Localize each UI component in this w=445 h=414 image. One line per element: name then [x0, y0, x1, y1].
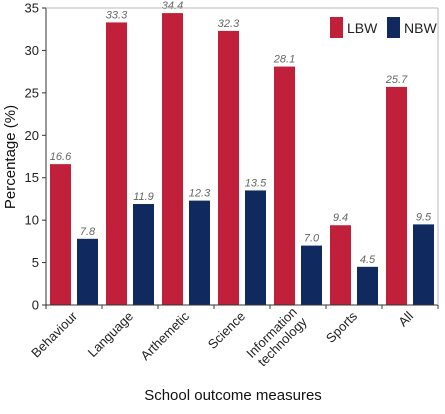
y-tick-label: 20	[25, 128, 39, 143]
bar-nbw	[413, 224, 434, 305]
data-label-nbw: 7.8	[80, 226, 96, 238]
x-tick-label: Sports	[323, 308, 361, 346]
bar-nbw	[301, 245, 322, 305]
data-label-nbw: 7.0	[304, 233, 320, 245]
bar-nbw	[133, 204, 154, 305]
bar-nbw	[189, 200, 210, 305]
y-axis-ticks: 0 5 10 15 20 25 30 35	[25, 1, 46, 313]
y-tick-label: 30	[25, 43, 39, 58]
x-tick-label: All	[395, 308, 416, 329]
bar-lbw	[274, 66, 295, 306]
y-tick-label: 35	[25, 1, 39, 16]
y-tick-label: 15	[25, 170, 39, 185]
bar-nbw	[357, 266, 378, 305]
x-tick-label-line: Arthemetic	[138, 308, 193, 363]
data-label-nbw: 12.3	[189, 188, 211, 200]
data-label-lbw: 28.1	[273, 54, 295, 66]
x-tick-label-line: Sports	[323, 308, 361, 346]
legend-label-lbw: LBW	[347, 20, 378, 36]
bar-nbw	[245, 190, 266, 305]
x-tick-label: Arthemetic	[138, 308, 193, 363]
bar-lbw	[218, 30, 239, 305]
data-label-nbw: 11.9	[133, 191, 154, 203]
legend-swatch-nbw	[387, 17, 400, 38]
data-label-lbw: 16.6	[50, 151, 72, 163]
data-label-nbw: 4.5	[360, 254, 376, 266]
x-tick-label-line: Science	[205, 309, 248, 352]
x-tick-label: Science	[205, 309, 248, 352]
bar-lbw	[386, 86, 407, 305]
bar-nbw	[77, 238, 98, 305]
bar-lbw	[50, 164, 71, 305]
data-labels-group: 16.6 7.8 33.3 11.9 34.4 12.3 32.3 13.5 28.1 7.0 9.…	[50, 0, 432, 266]
legend: LBW NBW	[330, 17, 437, 38]
data-label-lbw: 9.4	[333, 212, 348, 224]
x-tick-label-line: Language	[85, 309, 137, 361]
y-tick-label: 5	[32, 255, 39, 270]
y-tick-label: 0	[32, 298, 39, 313]
legend-swatch-lbw	[330, 17, 343, 38]
x-tick-label: Informationtechnology	[243, 304, 310, 371]
data-label-lbw: 34.4	[162, 0, 183, 12]
x-tick-label-line: Behaviour	[28, 308, 80, 360]
data-label-lbw: 33.3	[106, 9, 128, 21]
y-tick-label: 25	[25, 85, 39, 100]
data-label-nbw: 9.5	[416, 211, 432, 223]
y-tick-label: 10	[25, 213, 39, 228]
bar-lbw	[106, 22, 127, 305]
data-label-nbw: 13.5	[245, 177, 267, 189]
x-axis-ticks: Behaviour Language Arthemetic ScienceInform…	[28, 304, 439, 371]
bar-lbw	[162, 13, 183, 305]
x-tick-label: Behaviour	[28, 308, 80, 360]
data-label-lbw: 25.7	[385, 74, 408, 86]
bars-group	[50, 13, 434, 306]
y-axis-title: Percentage (%)	[2, 105, 19, 209]
x-tick-label-line: All	[395, 308, 416, 329]
data-label-lbw: 32.3	[218, 18, 240, 30]
x-tick-label: Language	[85, 309, 137, 361]
bar-lbw	[330, 225, 351, 305]
legend-label-nbw: NBW	[404, 20, 437, 36]
x-axis-title: School outcome measures	[144, 387, 322, 404]
